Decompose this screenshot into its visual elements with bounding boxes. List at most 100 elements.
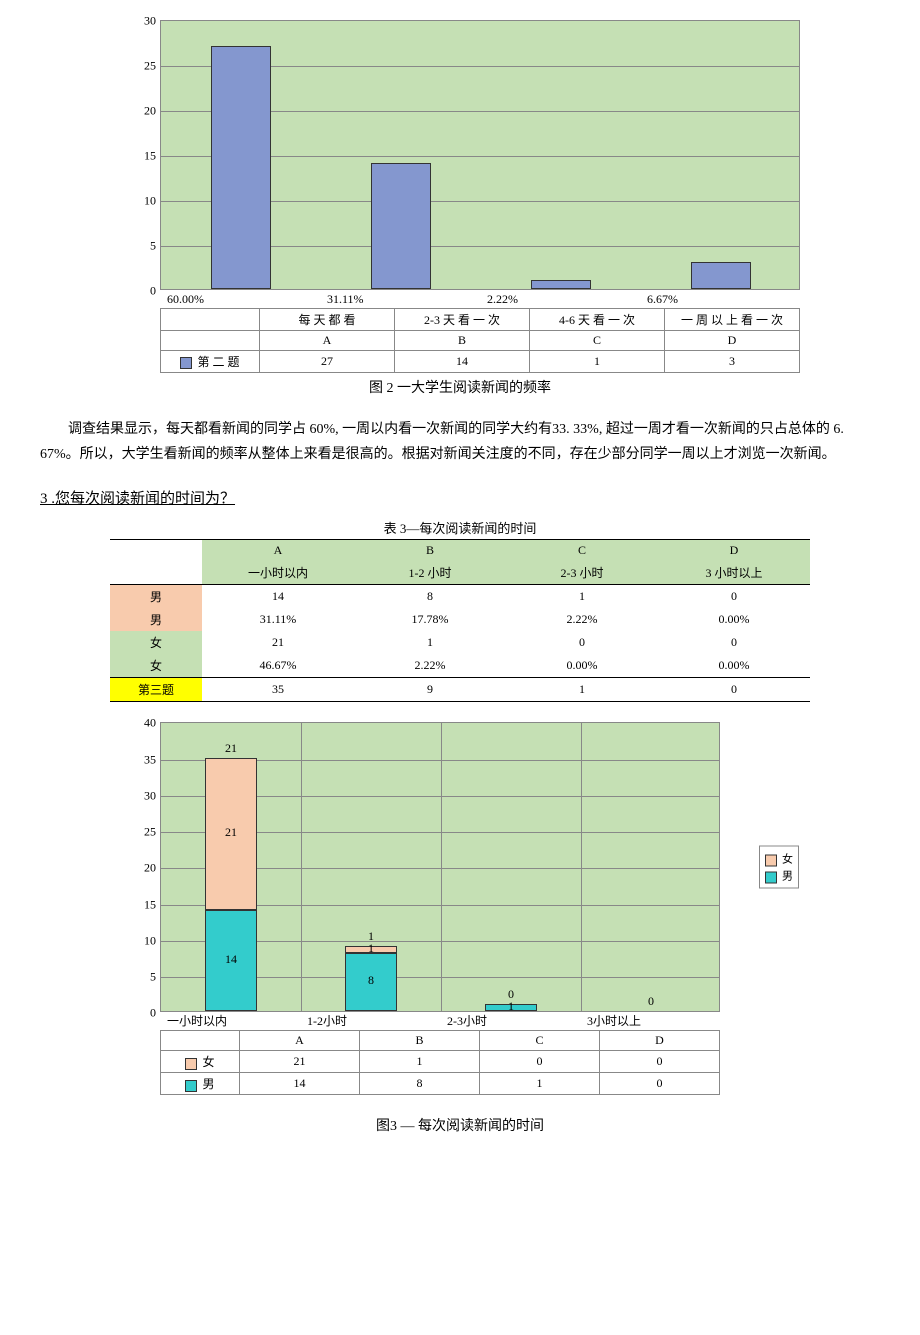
chart3-table-female-cell: 1 [360,1051,480,1073]
chart3-y-tick: 10 [121,933,156,948]
chart3-table-key: B [360,1031,480,1051]
chart2-bar [531,280,591,289]
table3-cell: 31.11% [202,608,354,631]
table3-cell: 1 [506,585,658,609]
chart2-category-label: 4-6 天 看 一 次 [530,309,665,331]
chart3-y-tick: 15 [121,897,156,912]
chart3-x-label: 3小时以上 [587,1012,641,1029]
table3-cell: 0 [658,585,810,609]
table3-total-cell: 35 [202,678,354,702]
chart3-bar-top-label: 21 [225,741,237,756]
chart2-category-label: 2-3 天 看 一 次 [395,309,530,331]
chart3-table-male-cell: 0 [600,1073,720,1095]
table3-row-label: 女 [110,631,202,654]
chart3-bar-male: 8 [345,953,397,1011]
legend-swatch-icon [185,1080,197,1092]
chart3-bar-male-value: 14 [206,952,256,967]
chart3-table-male-cell: 8 [360,1073,480,1095]
chart3-bar-male: 1 [485,1004,537,1011]
chart3-legend-item: 女 [765,851,793,867]
chart2-category-label: 一 周 以 上 看 一 次 [665,309,800,331]
table3-cell: 14 [202,585,354,609]
chart2-category-key: C [530,331,665,351]
chart2-plot-area: 05101520253060.00%31.11%2.22%6.67% [160,20,880,290]
table3-cell: 21 [202,631,354,654]
chart3-table-male-cell: 1 [480,1073,600,1095]
chart3-table-female-cell: 0 [600,1051,720,1073]
chart3-bar-top-label: 0 [648,994,654,1009]
chart2-value-cell: 3 [665,351,800,373]
chart3-bar-female-value: 21 [206,825,256,840]
chart2-pct-label: 60.00% [167,292,204,307]
chart3-table-female-cell: 21 [240,1051,360,1073]
chart3-table-key: D [600,1031,720,1051]
chart2-y-tick: 5 [121,239,156,254]
chart3-y-tick: 20 [121,861,156,876]
chart3-bar-female: 21 [205,758,257,910]
chart2-y-tick: 15 [121,149,156,164]
chart2-category-key: A [260,331,395,351]
chart3-y-tick: 30 [121,788,156,803]
chart3-y-tick: 5 [121,970,156,985]
table3-col-label: 3 小时以上 [658,561,810,585]
table3-cell: 0.00% [506,654,658,678]
chart2-data-table: 每 天 都 看2-3 天 看 一 次4-6 天 看 一 次一 周 以 上 看 一… [160,308,800,373]
table3-cell: 0.00% [658,608,810,631]
table3-cell: 1 [354,631,506,654]
chart2-pct-label: 6.67% [647,292,678,307]
legend-swatch-icon [185,1058,197,1070]
table3-row-label: 男 [110,585,202,609]
table3-total-cell: 0 [658,678,810,702]
legend-swatch-icon [765,871,777,883]
chart2-value-cell: 14 [395,351,530,373]
legend-swatch-icon [765,854,777,866]
table3-cell: 17.78% [354,608,506,631]
chart3-slot-divider [301,723,302,1011]
table3-col-label: 一小时以内 [202,561,354,585]
table3-col-label: 1-2 小时 [354,561,506,585]
chart2-container: 05101520253060.00%31.11%2.22%6.67% 每 天 都… [40,20,880,397]
chart2-y-tick: 10 [121,194,156,209]
chart2-y-tick: 20 [121,104,156,119]
chart3-bar-top-label: 0 [508,987,514,1002]
table3-col-key: B [354,540,506,562]
chart3-bar-male-value: 8 [346,973,396,988]
table3-row-label: 男 [110,608,202,631]
chart3-table-male-cell: 14 [240,1073,360,1095]
chart3-bar-female: 1 [345,946,397,953]
chart2-category-key: B [395,331,530,351]
chart2-legend-cell: 第 二 题 [161,351,260,373]
chart3-y-tick: 40 [121,716,156,731]
table3-col-key: C [506,540,658,562]
chart2-category-label: 每 天 都 看 [260,309,395,331]
chart3-slot-divider [441,723,442,1011]
analysis-paragraph-1: 调查结果显示，每天都看新闻的同学占 60%, 一周以内看一次新闻的同学大约有33… [40,417,880,467]
chart3-plot-area: 0510152025303540142121一小时以内8111-2小时102-3… [160,722,880,1012]
chart3-legend-item: 男 [765,868,793,884]
chart3-y-tick: 25 [121,825,156,840]
chart2-y-tick: 0 [121,284,156,299]
chart2-pct-label: 31.11% [327,292,364,307]
chart3-container: 0510152025303540142121一小时以内8111-2小时102-3… [40,722,880,1135]
chart3-y-tick: 35 [121,752,156,767]
table3-col-key: D [658,540,810,562]
chart3-table-key: C [480,1031,600,1051]
table3-cell: 0 [658,631,810,654]
chart3-caption: 图3 — 每次阅读新闻的时间 [40,1115,880,1135]
chart3-data-table: ABCD 女21100 男14810 [160,1030,720,1095]
table3-cell: 2.22% [354,654,506,678]
table3-cell: 2.22% [506,608,658,631]
chart3-table-series-male: 男 [161,1073,240,1095]
table3-caption: 表 3—每次阅读新闻的时间 [40,518,880,537]
table3-cell: 0 [506,631,658,654]
chart2-value-cell: 1 [530,351,665,373]
chart3-table-series-female: 女 [161,1051,240,1073]
chart2-bar [691,262,751,289]
table3-cell: 8 [354,585,506,609]
chart2-y-tick: 30 [121,14,156,29]
chart3-y-tick: 0 [121,1006,156,1021]
chart3-x-label: 1-2小时 [307,1012,347,1029]
table3-cell: 0.00% [658,654,810,678]
table3-col-label: 2-3 小时 [506,561,658,585]
table3-cell: 46.67% [202,654,354,678]
